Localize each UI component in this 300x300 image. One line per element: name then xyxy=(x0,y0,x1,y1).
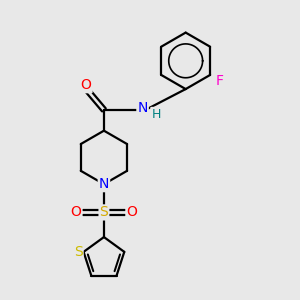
Text: O: O xyxy=(126,206,137,219)
Text: O: O xyxy=(70,206,81,219)
Text: S: S xyxy=(74,245,82,259)
Text: H: H xyxy=(151,108,160,121)
Text: S: S xyxy=(100,206,108,219)
Text: N: N xyxy=(99,177,109,191)
Text: O: O xyxy=(81,78,92,92)
Text: F: F xyxy=(216,74,224,88)
Text: N: N xyxy=(137,101,148,116)
